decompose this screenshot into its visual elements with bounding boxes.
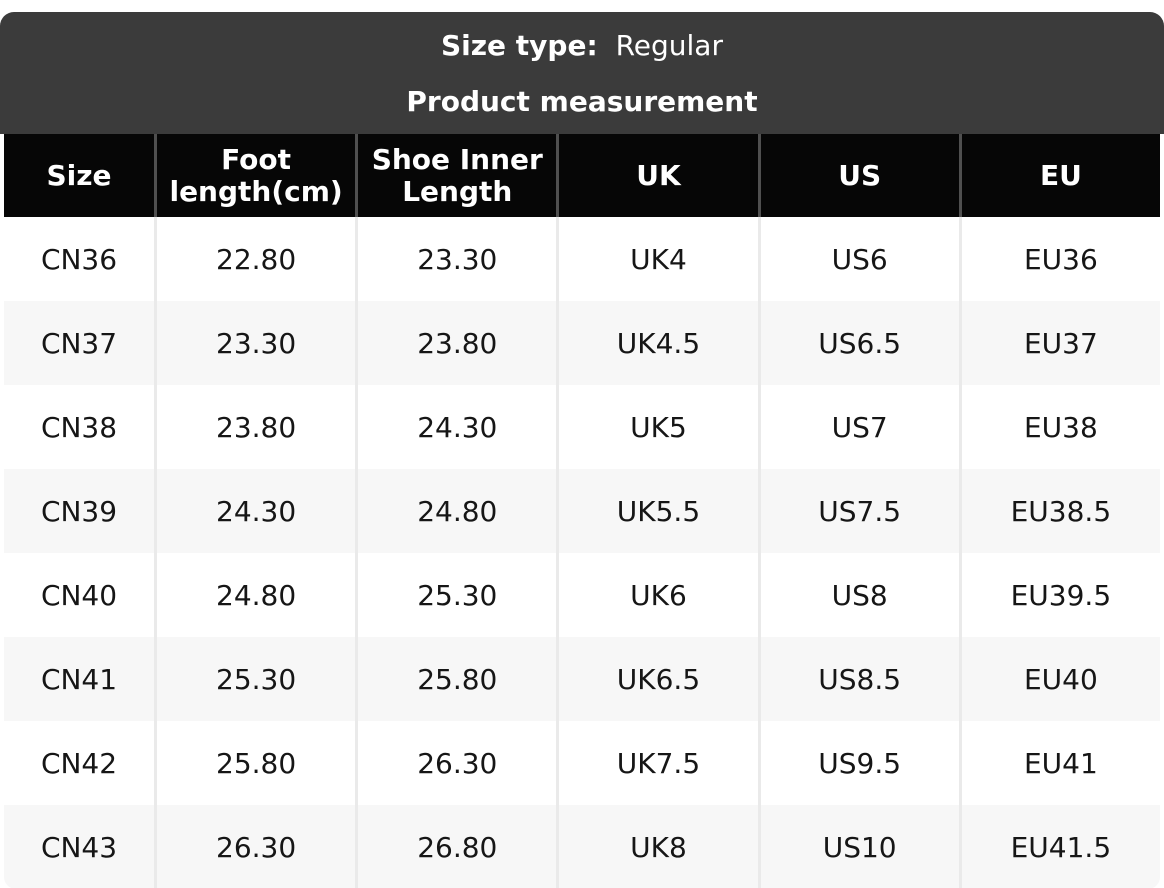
table-cell: US8	[757, 553, 959, 637]
table-cell: 23.80	[154, 385, 356, 469]
table-cell: 23.80	[355, 301, 557, 385]
table-body: CN36 22.80 23.30 UK4 US6 EU36 CN37 23.30 23.80 UK…	[4, 217, 1160, 888]
table-cell: EU38	[958, 385, 1160, 469]
table-header-row: Size Foot length(cm) Shoe Inner Length U…	[4, 134, 1160, 217]
table-cell: 23.30	[355, 217, 557, 301]
table-cell: UK5.5	[556, 469, 758, 553]
table-cell: 25.80	[154, 721, 356, 805]
table-cell: UK6	[556, 553, 758, 637]
column-header-uk: UK	[556, 134, 758, 217]
table-cell: CN38	[4, 385, 154, 469]
table-cell: CN37	[4, 301, 154, 385]
table-cell: 26.30	[355, 721, 557, 805]
table-cell: US6.5	[757, 301, 959, 385]
table-cell: 25.30	[355, 553, 557, 637]
table-cell: UK4	[556, 217, 758, 301]
size-chart-header: Size type: Regular Product measurement	[0, 12, 1164, 134]
table-cell: 22.80	[154, 217, 356, 301]
table-cell: UK5	[556, 385, 758, 469]
table-cell: CN40	[4, 553, 154, 637]
table-cell: UK7.5	[556, 721, 758, 805]
table-cell: 23.30	[154, 301, 356, 385]
table-cell: EU40	[958, 637, 1160, 721]
table-cell: EU41	[958, 721, 1160, 805]
table-cell: UK6.5	[556, 637, 758, 721]
table-header: Size Foot length(cm) Shoe Inner Length U…	[4, 134, 1160, 217]
column-header-foot-length: Foot length(cm)	[154, 134, 356, 217]
table-cell: 24.80	[154, 553, 356, 637]
table-cell: 24.30	[355, 385, 557, 469]
table-cell: EU38.5	[958, 469, 1160, 553]
table-row: CN37 23.30 23.80 UK4.5 US6.5 EU37	[4, 301, 1160, 385]
table-cell: EU39.5	[958, 553, 1160, 637]
table-cell: UK4.5	[556, 301, 758, 385]
table-cell: CN41	[4, 637, 154, 721]
table-cell: 25.30	[154, 637, 356, 721]
column-header-eu: EU	[958, 134, 1160, 217]
table-cell: 26.80	[355, 805, 557, 888]
table-cell: EU37	[958, 301, 1160, 385]
table-cell: CN39	[4, 469, 154, 553]
table-cell: CN43	[4, 805, 154, 888]
table-cell: US7.5	[757, 469, 959, 553]
table-cell: 24.30	[154, 469, 356, 553]
table-cell: US10	[757, 805, 959, 888]
table-row: CN38 23.80 24.30 UK5 US7 EU38	[4, 385, 1160, 469]
table-cell: US8.5	[757, 637, 959, 721]
table-row: CN39 24.30 24.80 UK5.5 US7.5 EU38.5	[4, 469, 1160, 553]
table-row: CN42 25.80 26.30 UK7.5 US9.5 EU41	[4, 721, 1160, 805]
table-row: CN43 26.30 26.80 UK8 US10 EU41.5	[4, 805, 1160, 888]
table-cell: US6	[757, 217, 959, 301]
table-row: CN40 24.80 25.30 UK6 US8 EU39.5	[4, 553, 1160, 637]
size-chart-table: Size Foot length(cm) Shoe Inner Length U…	[4, 134, 1160, 888]
size-type-label: Size type:	[441, 29, 598, 62]
table-cell: CN42	[4, 721, 154, 805]
column-header-shoe-inner-length: Shoe Inner Length	[355, 134, 557, 217]
table-cell: US7	[757, 385, 959, 469]
table-row: CN36 22.80 23.30 UK4 US6 EU36	[4, 217, 1160, 301]
product-measurement-title: Product measurement	[406, 85, 758, 118]
table-cell: US9.5	[757, 721, 959, 805]
table-cell: 24.80	[355, 469, 557, 553]
column-header-size: Size	[4, 134, 154, 217]
table-cell: EU36	[958, 217, 1160, 301]
table-cell: 25.80	[355, 637, 557, 721]
table-cell: CN36	[4, 217, 154, 301]
table-row: CN41 25.30 25.80 UK6.5 US8.5 EU40	[4, 637, 1160, 721]
size-type-value: Regular	[615, 29, 723, 62]
table-cell: EU41.5	[958, 805, 1160, 888]
table-cell: 26.30	[154, 805, 356, 888]
column-header-us: US	[757, 134, 959, 217]
table-cell: UK8	[556, 805, 758, 888]
size-type-line: Size type: Regular	[20, 29, 1144, 62]
